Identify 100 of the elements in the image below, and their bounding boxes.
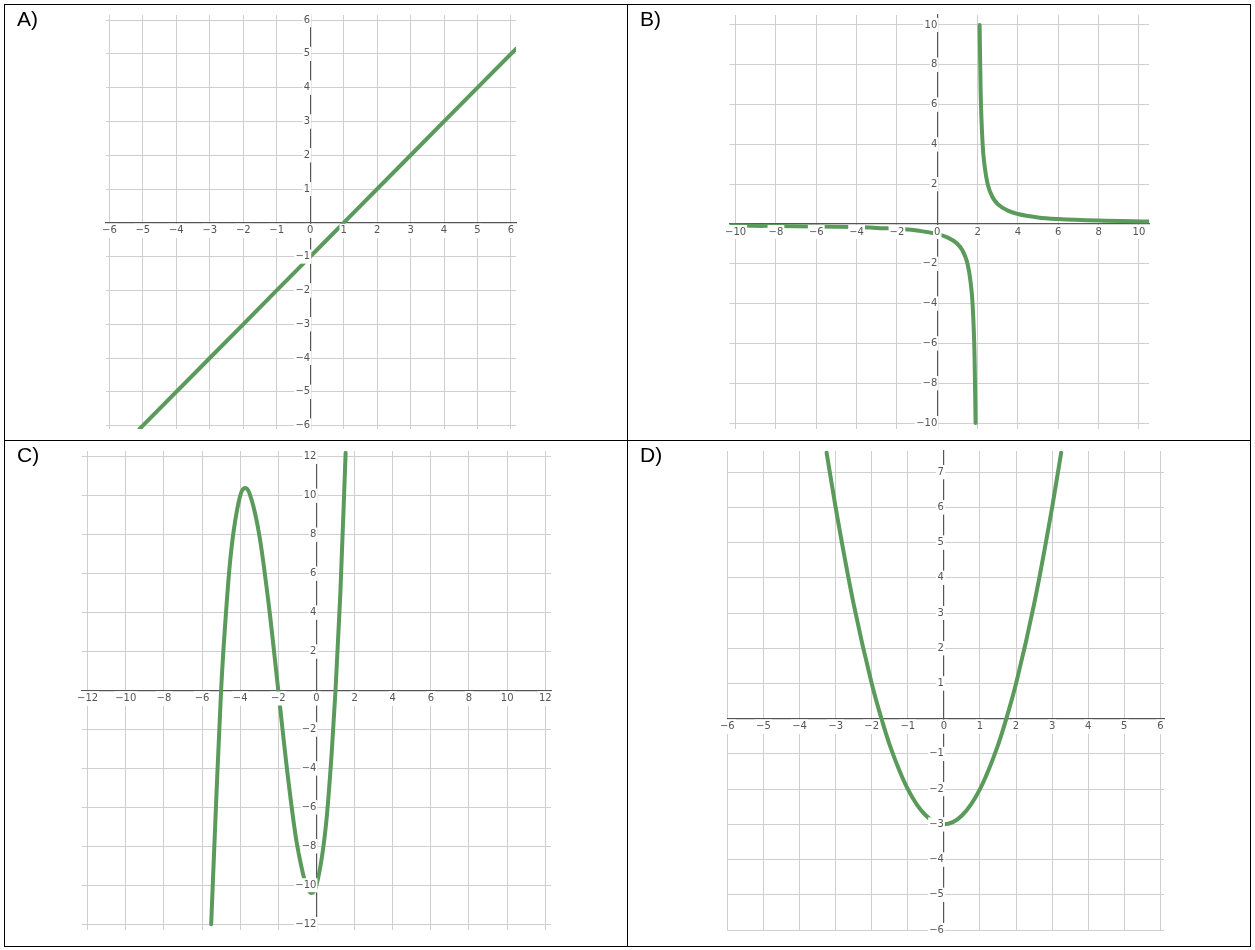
x-tick-label: −2	[889, 225, 905, 237]
y-tick-label: −6	[295, 419, 311, 431]
y-tick-label: −12	[295, 917, 317, 929]
x-tick-label: 0	[934, 225, 941, 237]
y-tick-label: −8	[301, 839, 317, 851]
y-tick-label: 1	[937, 677, 944, 689]
y-tick-label: −1	[295, 250, 311, 262]
x-tick-label: 3	[407, 224, 414, 236]
y-tick-label: −4	[301, 761, 317, 773]
y-tick-label: −5	[295, 385, 311, 397]
x-tick-label: 1	[976, 720, 984, 732]
x-tick-label: −4	[168, 224, 184, 236]
x-tick-label: 5	[474, 224, 481, 236]
x-tick-label: −6	[720, 720, 735, 732]
y-tick-label: −3	[929, 817, 944, 829]
chart-title: C)	[17, 443, 40, 467]
y-tick-label: 6	[303, 13, 311, 25]
y-tick-label: 10	[924, 18, 938, 30]
y-tick-label: 8	[310, 528, 317, 540]
x-tick-label: 6	[1055, 225, 1062, 237]
y-tick-label: 7	[937, 465, 944, 477]
x-tick-label: 10	[1132, 225, 1146, 237]
x-tick-label: −10	[725, 225, 747, 237]
x-tick-label: 6	[427, 692, 435, 704]
y-tick-label: 2	[303, 148, 311, 160]
x-tick-label: 4	[1085, 720, 1092, 732]
x-tick-label: −3	[828, 720, 843, 732]
y-tick-label: 4	[310, 606, 317, 618]
x-tick-label: 2	[351, 692, 358, 704]
y-tick-label: 3	[937, 606, 944, 618]
x-tick-label: −6	[102, 224, 117, 236]
y-tick-label: 2	[310, 645, 317, 657]
x-tick-label: 4	[440, 224, 448, 236]
x-tick-label: −4	[792, 720, 807, 732]
y-tick-label: −6	[922, 337, 938, 349]
x-tick-label: 8	[1095, 225, 1102, 237]
y-tick-label: −10	[916, 416, 938, 428]
x-tick-label: −6	[194, 692, 210, 704]
y-tick-label: 8	[930, 58, 938, 70]
y-tick-label: 2	[930, 177, 938, 189]
x-tick-label: 0	[940, 720, 948, 732]
x-tick-label: 2	[974, 225, 981, 237]
chart-title: B)	[640, 7, 661, 31]
line-series	[209, 451, 348, 927]
x-tick-label: 10	[500, 692, 514, 704]
y-tick-label: 5	[303, 47, 311, 59]
chart-title: D)	[640, 443, 663, 467]
x-tick-label: 4	[389, 692, 396, 704]
x-tick-label: −2	[864, 720, 880, 732]
y-tick-label: −2	[929, 782, 944, 794]
y-tick-label: 10	[303, 489, 317, 501]
x-tick-label: −1	[269, 224, 285, 236]
y-tick-label: 5	[937, 536, 944, 548]
x-tick-label: −12	[77, 692, 99, 704]
x-tick-label: 8	[465, 692, 473, 704]
x-tick-label: 6	[1157, 720, 1164, 732]
y-tick-label: 1	[303, 182, 311, 194]
y-tick-label: −4	[929, 853, 944, 865]
y-tick-label: 6	[937, 500, 944, 512]
x-tick-label: 4	[1014, 225, 1022, 237]
y-tick-label: −4	[295, 351, 311, 363]
y-tick-label: −4	[922, 297, 938, 309]
x-tick-label: −6	[808, 225, 824, 237]
x-tick-label: 6	[507, 224, 515, 236]
y-tick-label: −6	[301, 800, 317, 812]
x-tick-label: 2	[373, 224, 381, 236]
chart-title: A)	[17, 7, 38, 31]
y-tick-label: −2	[922, 257, 938, 269]
x-tick-label: 0	[307, 224, 314, 236]
y-tick-label: 6	[930, 98, 938, 110]
y-tick-label: 12	[303, 450, 317, 462]
x-tick-label: −4	[849, 225, 864, 237]
y-tick-label: −6	[929, 923, 944, 935]
x-tick-label: −2	[235, 224, 251, 236]
y-tick-label: 4	[930, 137, 938, 149]
y-tick-label: −5	[929, 888, 944, 900]
x-tick-label: −4	[232, 692, 248, 704]
y-tick-label: 4	[303, 81, 311, 93]
y-tick-label: −8	[922, 376, 938, 388]
x-tick-label: −10	[115, 692, 137, 704]
y-tick-label: 3	[303, 115, 311, 127]
x-tick-label: −5	[756, 720, 771, 732]
x-tick-label: 2	[1012, 720, 1020, 732]
x-tick-label: −2	[270, 692, 286, 704]
x-tick-label: 1	[340, 224, 347, 236]
x-tick-label: −1	[900, 720, 916, 732]
y-tick-label: −1	[929, 747, 944, 759]
x-tick-label: −8	[156, 692, 172, 704]
x-tick-label: 3	[1048, 720, 1056, 732]
x-tick-label: −3	[202, 224, 218, 236]
x-tick-label: 12	[538, 692, 552, 704]
x-tick-label: 0	[313, 692, 320, 704]
y-tick-label: −2	[295, 284, 311, 296]
y-tick-label: −10	[295, 878, 317, 890]
x-tick-label: −5	[135, 224, 151, 236]
line-series	[137, 46, 516, 429]
x-tick-label: 5	[1121, 720, 1128, 732]
y-tick-label: 2	[937, 641, 944, 653]
y-tick-label: 6	[310, 567, 317, 579]
y-tick-label: −3	[295, 317, 311, 329]
